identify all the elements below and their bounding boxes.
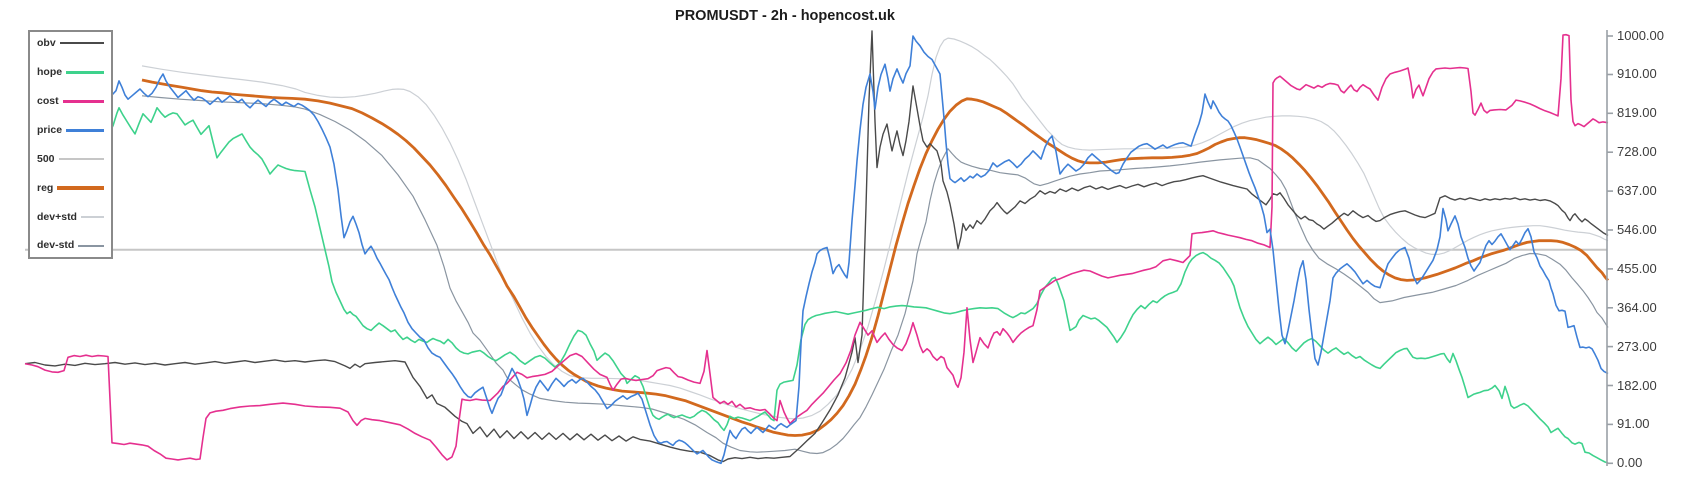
- series-reg-line: [141, 78, 1610, 437]
- legend-line-swatch: [78, 244, 104, 247]
- series-cost-line: [24, 33, 1609, 461]
- legend-item-label: obv: [37, 37, 56, 49]
- legend-line-swatch: [59, 42, 104, 45]
- legend-item-label: cost: [37, 94, 59, 107]
- legend-item-hope: hope: [37, 67, 104, 78]
- chart-title: PROMUSDT - 2h - hopencost.uk: [675, 8, 895, 24]
- legend-item-dev+std: dev+std: [37, 212, 104, 223]
- legend-item-label: price: [37, 123, 63, 136]
- legend-line-swatch: [62, 99, 104, 103]
- legend-item-label: dev+std: [37, 210, 77, 223]
- chart-legend: obv hope cost price 500 reg dev+std dev-std: [28, 30, 113, 259]
- legend-item-price: price: [37, 125, 104, 136]
- series-price-line: [107, 35, 1609, 465]
- legend-item-obv: obv: [37, 38, 104, 49]
- legend-item-label: reg: [37, 181, 54, 194]
- series-hope-line: [107, 107, 1609, 464]
- legend-item-label: hope: [37, 65, 63, 78]
- legend-item-reg: reg: [37, 183, 104, 194]
- legend-line-swatch: [80, 215, 104, 218]
- legend-item-dev-std: dev-std: [37, 240, 104, 251]
- legend-line-swatch: [58, 157, 104, 160]
- legend-item-label: dev-std: [37, 239, 75, 252]
- legend-item-label: 500: [37, 152, 55, 165]
- legend-line-swatch: [66, 70, 104, 74]
- legend-item-cost: cost: [37, 96, 104, 107]
- legend-item-500: 500: [37, 154, 104, 165]
- legend-line-swatch: [57, 185, 104, 190]
- series-obv-line: [24, 30, 1609, 463]
- series-dev+std-line: [141, 37, 1609, 420]
- legend-line-swatch: [66, 128, 104, 132]
